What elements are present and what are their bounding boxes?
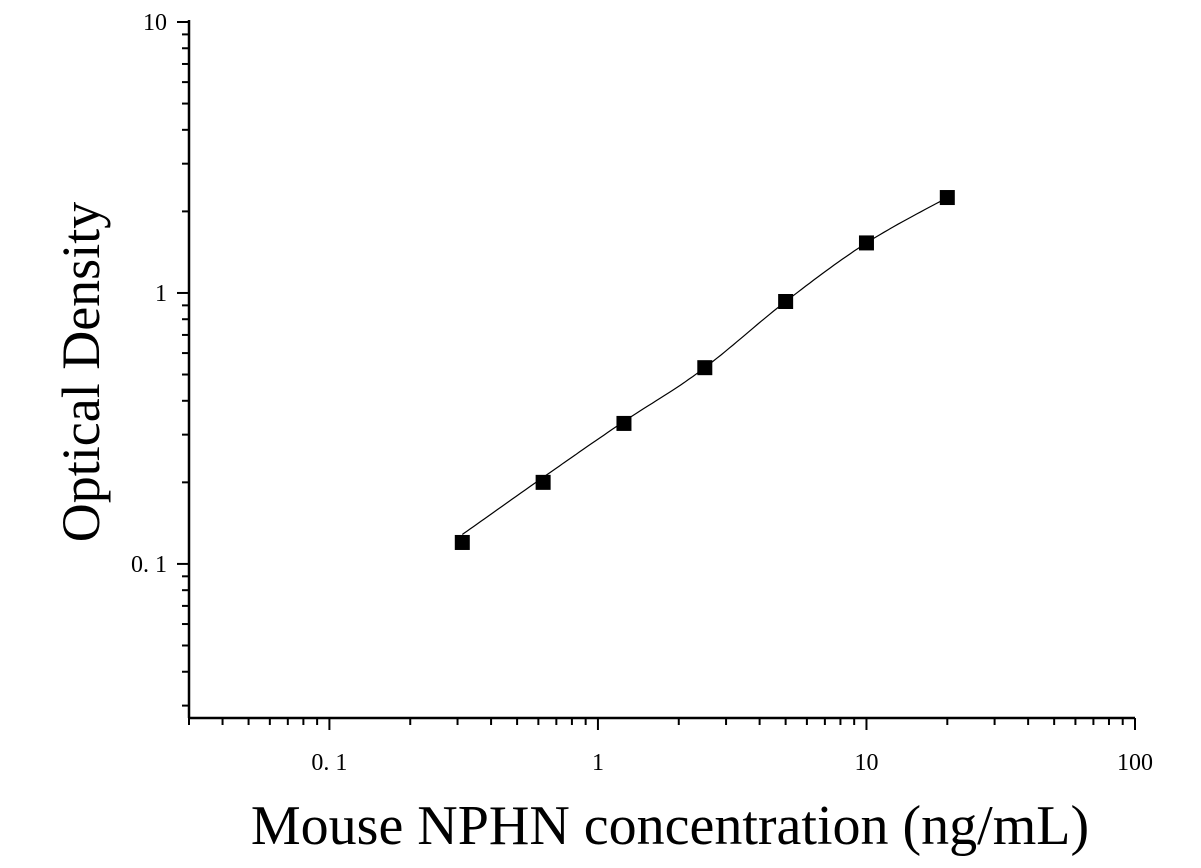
x-tick-label: 1 [592, 750, 604, 776]
x-axis-title: Mouse NPHN concentration (ng/mL) [251, 795, 1089, 857]
data-point [616, 415, 632, 431]
tick-labels-layer: 0. 1 1 10 100 0. 1 1 10 [131, 10, 1153, 776]
data-point [535, 474, 551, 490]
x-tick-label: 0. 1 [311, 750, 347, 776]
y-axis-title: Optical Density [51, 202, 111, 542]
data-point [697, 360, 713, 376]
y-tick-label: 1 [155, 281, 167, 307]
data-point [858, 235, 874, 251]
data-point [454, 534, 470, 550]
y-tick-label: 0. 1 [131, 552, 167, 578]
x-tick-label: 100 [1117, 750, 1153, 776]
axes [177, 20, 1136, 730]
y-tick-label: 10 [143, 10, 167, 36]
x-tick-label: 10 [854, 750, 878, 776]
data-point [778, 294, 794, 310]
data-point [939, 190, 955, 206]
data-points-layer [454, 190, 955, 550]
